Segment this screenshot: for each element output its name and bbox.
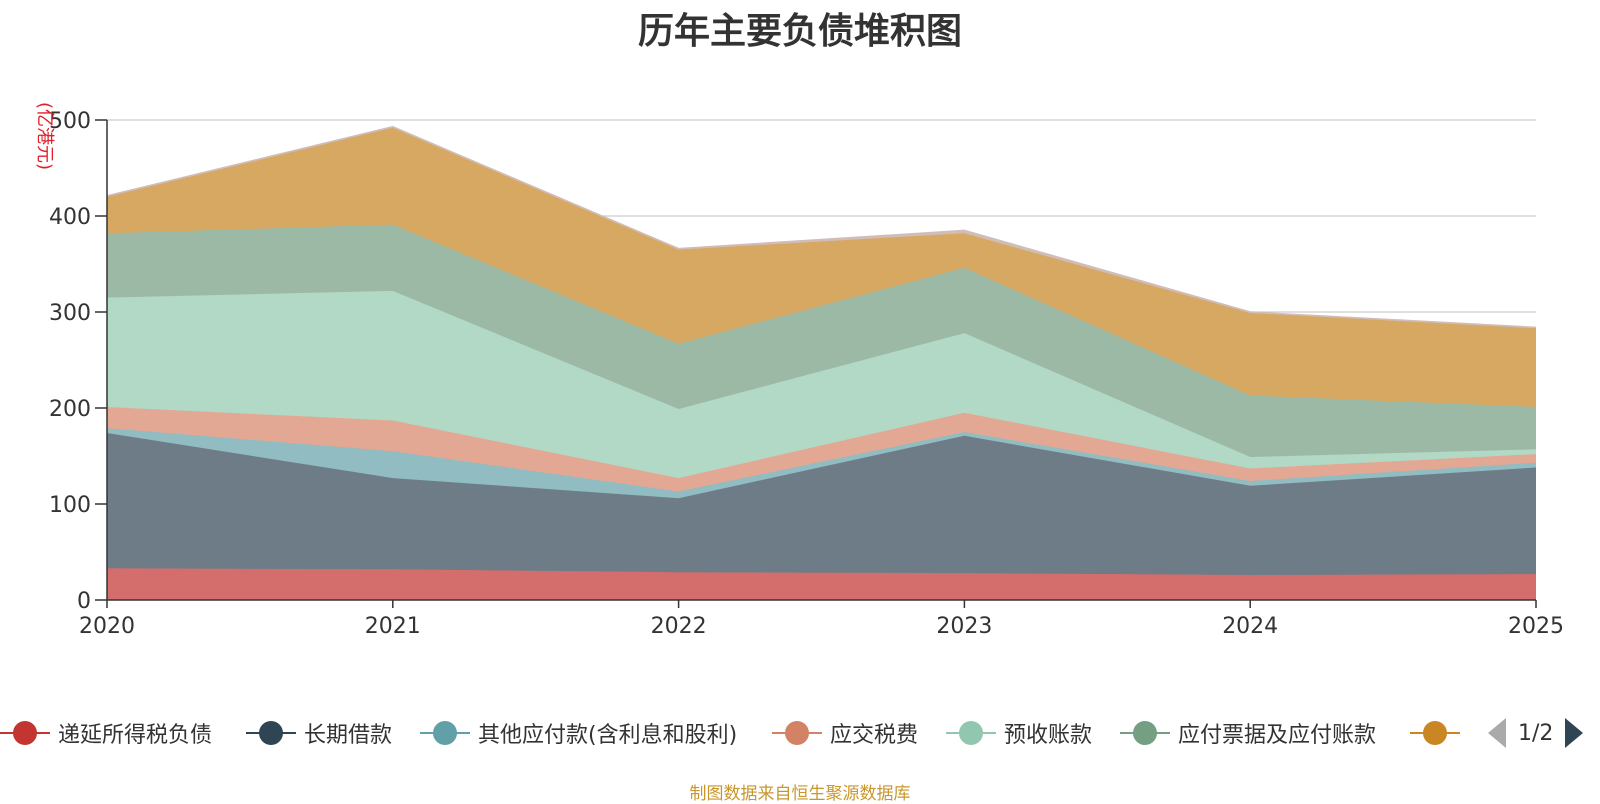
- legend-item-unlabeled[interactable]: [1410, 715, 1468, 751]
- legend-marker-icon: [1410, 715, 1460, 751]
- y-tick-label: 200: [49, 397, 91, 422]
- chart-title: 历年主要负债堆积图: [637, 11, 962, 52]
- legend: 递延所得税负债 长期借款 其他应付款(含利息和股利) 应交税费 预收账款 应付票…: [0, 715, 1600, 751]
- legend-marker-icon: [0, 715, 50, 751]
- legend-label: 预收账款: [1004, 723, 1093, 748]
- area-series-6: [107, 127, 1536, 407]
- axes: 0 100 200 300 400 500 2020 2021 2022 2023 2024 2025: [49, 109, 1564, 639]
- legend-item-advance-receipts[interactable]: 预收账款: [946, 715, 1092, 751]
- legend-marker-icon: [946, 715, 996, 751]
- area-series-0: [107, 568, 1536, 600]
- y-tick-label: 300: [49, 301, 91, 326]
- legend-marker-icon: [246, 715, 296, 751]
- x-tick-label: 2025: [1508, 614, 1564, 639]
- legend-item-taxes-payable[interactable]: 应交税费: [772, 715, 918, 751]
- legend-label: 应交税费: [830, 723, 919, 748]
- y-tick-label: 400: [49, 205, 91, 230]
- legend-next-page-icon[interactable]: [1565, 718, 1584, 748]
- data-source-note: 制图数据来自恒生聚源数据库: [689, 784, 911, 804]
- area-series-2: [107, 428, 1536, 499]
- x-tick-label: 2020: [79, 614, 135, 639]
- legend-marker-icon: [420, 715, 470, 751]
- legend-label: 应付票据及应付账款: [1178, 723, 1377, 748]
- series-line-7: [106, 125, 1537, 329]
- area-series-1: [107, 433, 1536, 575]
- legend-item-long-term-loans[interactable]: 长期借款: [246, 715, 392, 751]
- legend-pager: 1/2: [1488, 715, 1584, 751]
- x-tick-label: 2024: [1222, 614, 1278, 639]
- area-series-3: [107, 407, 1536, 492]
- x-tick-label: 2021: [365, 614, 421, 639]
- area-series-4: [107, 290, 1536, 479]
- y-tick-label: 0: [77, 589, 91, 614]
- legend-marker-icon: [772, 715, 822, 751]
- legend-label: 递延所得税负债: [58, 723, 213, 748]
- area-series-5: [107, 224, 1536, 457]
- legend-page-indicator: 1/2: [1518, 720, 1554, 746]
- legend-label: 长期借款: [304, 723, 393, 748]
- area-series: [106, 125, 1537, 600]
- legend-label: 其他应付款(含利息和股利): [478, 723, 738, 748]
- y-axis-unit: (亿港元): [34, 101, 55, 171]
- legend-item-deferred-tax[interactable]: 递延所得税负债: [0, 715, 212, 751]
- legend-marker-icon: [1120, 715, 1170, 751]
- legend-prev-page-icon[interactable]: [1488, 718, 1506, 748]
- legend-item-other-payables[interactable]: 其他应付款(含利息和股利): [420, 715, 737, 751]
- legend-item-notes-accounts-payable[interactable]: 应付票据及应付账款: [1120, 715, 1376, 751]
- x-tick-label: 2023: [936, 614, 992, 639]
- x-tick-label: 2022: [651, 614, 707, 639]
- y-tick-label: 500: [49, 109, 91, 134]
- y-tick-label: 100: [49, 493, 91, 518]
